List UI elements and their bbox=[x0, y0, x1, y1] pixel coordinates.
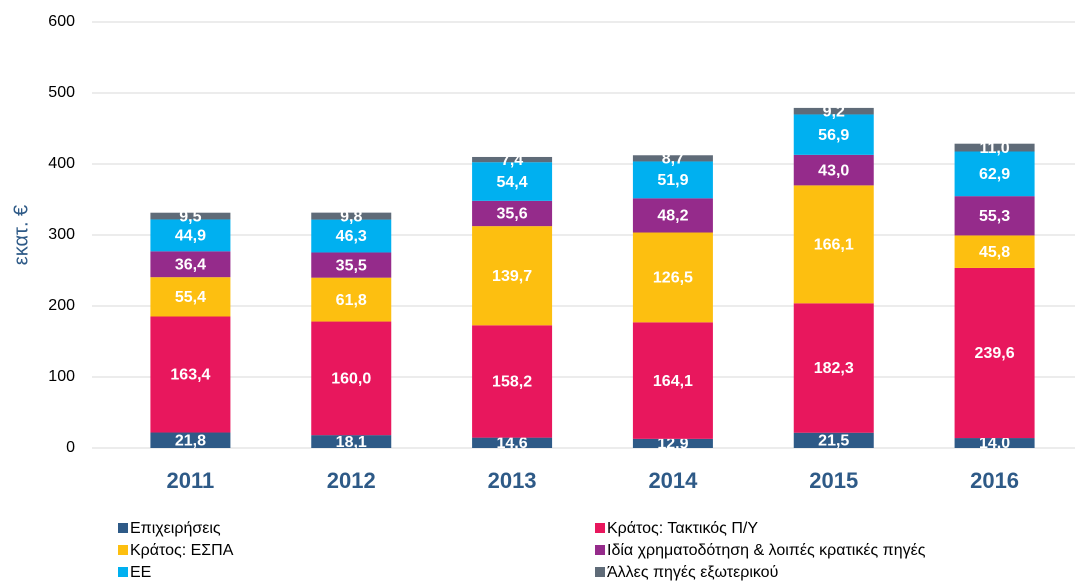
x-tick-label: 2014 bbox=[648, 468, 698, 493]
legend-label: Ιδία χρηματοδότηση & λοιπές κρατικές πηγ… bbox=[607, 542, 926, 559]
data-label: 11,0 bbox=[979, 140, 1009, 157]
bar-segment bbox=[311, 277, 392, 322]
data-label: 21,8 bbox=[175, 432, 206, 449]
data-label: 239,6 bbox=[975, 345, 1015, 362]
legend-swatch bbox=[595, 545, 605, 555]
data-label: 55,4 bbox=[175, 289, 206, 306]
data-label: 160,0 bbox=[331, 371, 371, 388]
y-tick-label: 0 bbox=[66, 439, 75, 456]
legend-label: ΕΕ bbox=[130, 564, 151, 581]
bar-segment bbox=[150, 212, 231, 220]
bar-segment bbox=[632, 155, 713, 162]
bar-segment bbox=[793, 185, 874, 304]
bar-segment bbox=[793, 432, 874, 448]
bar-segment bbox=[472, 156, 553, 163]
data-label: 51,9 bbox=[657, 172, 688, 189]
data-label: 35,5 bbox=[336, 257, 367, 274]
bar-segment bbox=[632, 438, 713, 448]
data-label: 18,1 bbox=[336, 434, 367, 451]
bar-segment bbox=[311, 321, 392, 436]
bar-segment bbox=[954, 235, 1035, 268]
data-label: 36,4 bbox=[175, 256, 206, 273]
data-label: 7,4 bbox=[501, 152, 523, 169]
legend-swatch bbox=[595, 523, 605, 533]
data-label: 12,9 bbox=[657, 436, 688, 453]
x-tick-label: 2015 bbox=[809, 468, 858, 493]
y-axis-label: εκατ. € bbox=[10, 205, 32, 265]
bar-segment bbox=[793, 303, 874, 433]
bar-segment bbox=[150, 219, 231, 252]
data-label: 126,5 bbox=[653, 270, 693, 287]
bar-segment bbox=[793, 107, 874, 115]
bar-segment bbox=[311, 212, 392, 220]
data-label: 44,9 bbox=[175, 228, 206, 245]
legend-label: Κράτος: ΕΣΠΑ bbox=[130, 542, 234, 559]
data-label: 45,8 bbox=[979, 244, 1010, 261]
legend-label: Επιχειρήσεις bbox=[130, 520, 221, 537]
data-label: 62,9 bbox=[979, 166, 1010, 183]
data-label: 139,7 bbox=[492, 268, 532, 285]
legend-label: Κράτος: Τακτικός Π/Υ bbox=[607, 520, 758, 537]
data-label: 14,6 bbox=[497, 435, 528, 452]
data-label: 164,1 bbox=[653, 373, 693, 390]
bar-segment bbox=[472, 200, 553, 227]
x-tick-label: 2016 bbox=[970, 468, 1019, 493]
bar-segment bbox=[150, 277, 231, 317]
bar-segment bbox=[632, 161, 713, 199]
y-tick-label: 300 bbox=[48, 226, 75, 243]
bar-segment bbox=[150, 432, 231, 448]
data-label: 54,4 bbox=[497, 174, 528, 191]
legend-swatch bbox=[118, 545, 128, 555]
y-tick-label: 200 bbox=[48, 297, 75, 314]
data-label: 9,2 bbox=[823, 103, 845, 120]
y-tick-label: 100 bbox=[48, 368, 75, 385]
bar-segment bbox=[311, 252, 392, 278]
data-label: 166,1 bbox=[814, 237, 854, 254]
data-label: 21,5 bbox=[818, 433, 849, 450]
data-label: 182,3 bbox=[814, 360, 854, 377]
bar-segment bbox=[472, 325, 553, 438]
bar-segment bbox=[472, 437, 553, 448]
bar-segment bbox=[632, 198, 713, 233]
bar-segment bbox=[150, 316, 231, 433]
bar-segment bbox=[632, 232, 713, 323]
x-tick-label: 2013 bbox=[488, 468, 537, 493]
data-label: 61,8 bbox=[336, 292, 367, 309]
data-label: 158,2 bbox=[492, 374, 532, 391]
data-label: 14,0 bbox=[979, 435, 1010, 452]
data-label: 46,3 bbox=[336, 228, 367, 245]
y-tick-label: 500 bbox=[48, 84, 75, 101]
bar-segment bbox=[472, 162, 553, 201]
legend-swatch bbox=[118, 567, 128, 577]
bar-segment bbox=[954, 196, 1035, 236]
legend-swatch bbox=[595, 567, 605, 577]
y-tick-label: 600 bbox=[48, 13, 75, 30]
bar-segment bbox=[311, 435, 392, 448]
legend-swatch bbox=[118, 523, 128, 533]
data-label: 56,9 bbox=[818, 127, 849, 144]
data-label: 163,4 bbox=[170, 367, 210, 384]
data-label: 55,3 bbox=[979, 208, 1010, 225]
data-label: 43,0 bbox=[818, 162, 849, 179]
data-label: 8,7 bbox=[662, 151, 684, 168]
data-label: 48,2 bbox=[657, 208, 688, 225]
bar-segment bbox=[954, 143, 1035, 152]
x-tick-label: 2011 bbox=[167, 468, 215, 493]
data-label: 9,5 bbox=[179, 208, 201, 225]
bar-segment bbox=[472, 226, 553, 326]
data-label: 9,8 bbox=[340, 208, 362, 225]
bar-segment bbox=[954, 438, 1035, 448]
bar-segment bbox=[793, 114, 874, 155]
data-label: 35,6 bbox=[497, 206, 528, 223]
legend-label: Άλλες πηγές εξωτερικού bbox=[607, 564, 778, 581]
x-tick-label: 2012 bbox=[327, 468, 376, 493]
bar-segment bbox=[311, 219, 392, 253]
bar-segment bbox=[632, 322, 713, 439]
bar-segment bbox=[150, 251, 231, 278]
y-tick-label: 400 bbox=[48, 155, 75, 172]
bar-segment bbox=[793, 154, 874, 186]
bar-segment bbox=[954, 151, 1035, 197]
bar-segment bbox=[954, 267, 1035, 439]
